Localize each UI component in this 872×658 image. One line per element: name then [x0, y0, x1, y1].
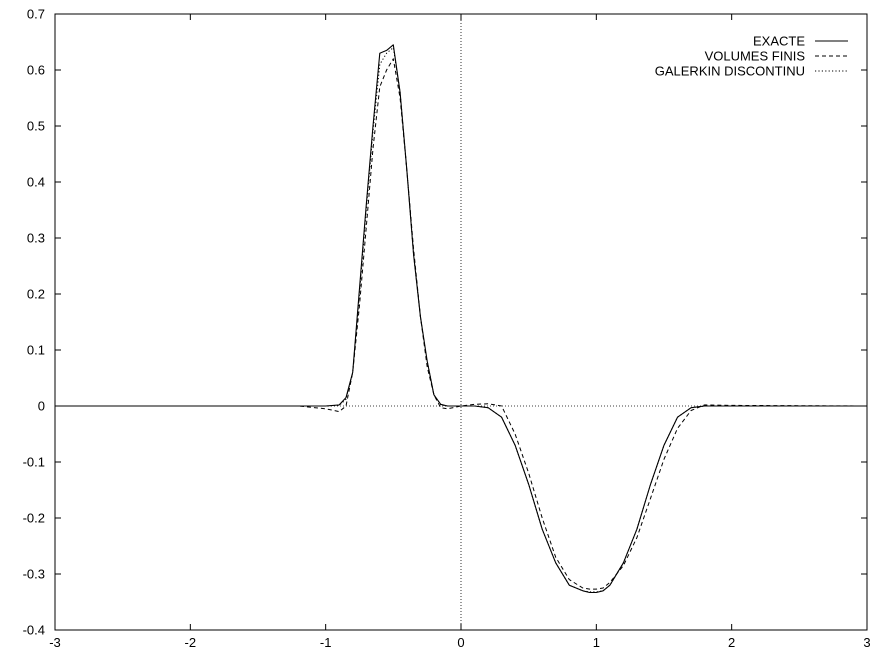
- legend-label: GALERKIN DISCONTINU: [655, 64, 805, 79]
- y-tick-label: 0.2: [27, 287, 45, 302]
- x-tick-label: 0: [457, 635, 464, 650]
- x-tick-label: 1: [593, 635, 600, 650]
- series-line-1: [55, 44, 867, 594]
- y-tick-label: -0.1: [23, 455, 45, 470]
- series-line-3: [55, 47, 867, 593]
- x-tick-label: -1: [320, 635, 332, 650]
- y-tick-label: 0.6: [27, 63, 45, 78]
- x-tick-label: -2: [185, 635, 197, 650]
- x-tick-label: 3: [863, 635, 870, 650]
- y-tick-label: -0.3: [23, 567, 45, 582]
- y-tick-label: 0: [38, 399, 45, 414]
- legend-label: EXACTE: [753, 34, 805, 49]
- series-line-2: [55, 58, 868, 590]
- y-tick-label: 0.3: [27, 231, 45, 246]
- y-tick-label: -0.2: [23, 511, 45, 526]
- y-tick-label: 0.7: [27, 7, 45, 22]
- x-tick-label: 2: [728, 635, 735, 650]
- zero-axes: [55, 14, 867, 630]
- y-tick-label: 0.1: [27, 343, 45, 358]
- plot-frame: [54, 13, 868, 631]
- series-layer: [55, 44, 868, 594]
- y-tick-label: 0.4: [27, 175, 45, 190]
- y-tick-label: 0.5: [27, 119, 45, 134]
- y-tick-label: -0.4: [23, 623, 45, 638]
- ticks-layer: -3 -2 -1 0 1 2 3 -0.4 -0.3 -0.2 -0.1 0 0.1 0.2 0.3 0.4 0…: [23, 7, 871, 651]
- legend-label: VOLUMES FINIS: [705, 49, 806, 64]
- x-tick-label: -3: [49, 635, 61, 650]
